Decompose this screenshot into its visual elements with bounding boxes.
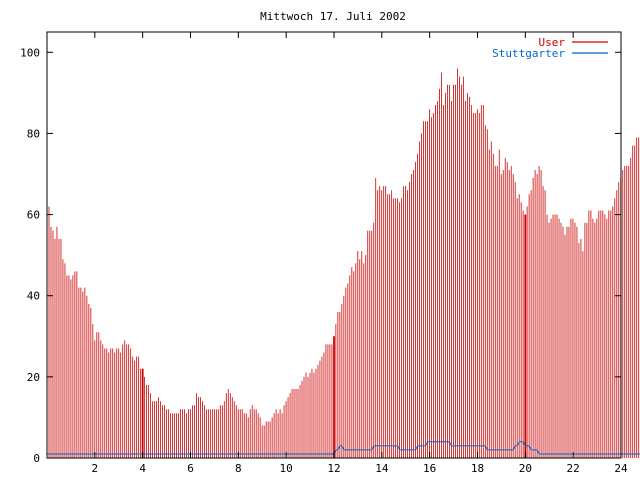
y-tick-label: 40 [27,290,40,303]
y-tick-label: 80 [27,127,40,140]
stuttgarter-series-line [47,441,640,455]
legend-stuttgarter-label: Stuttgarter [492,47,565,60]
x-tick-label: 10 [280,462,293,475]
y-axis: 0 20 40 60 80 100 [20,46,621,465]
x-tick-label: 8 [235,462,242,475]
x-tick-label: 18 [471,462,484,475]
x-tick-label: 20 [519,462,532,475]
y-tick-label: 100 [20,46,40,59]
x-tick-label: 22 [567,462,580,475]
user-series-bars [46,68,640,458]
x-axis: 2 4 6 8 10 12 14 16 18 20 22 24 [92,32,628,475]
x-tick-label: 16 [423,462,436,475]
x-tick-label: 2 [92,462,99,475]
y-tick-label: 20 [27,371,40,384]
legend: User Stuttgarter [492,36,608,60]
highlight-bars [141,214,527,458]
chart-title: Mittwoch 17. Juli 2002 [260,10,406,23]
y-tick-label: 60 [27,209,40,222]
x-tick-label: 14 [375,462,389,475]
x-tick-label: 6 [187,462,194,475]
y-tick-label: 0 [33,452,40,465]
legend-user-label: User [539,36,566,49]
x-tick-label: 12 [327,462,340,475]
x-tick-label: 24 [614,462,628,475]
x-tick-label: 4 [139,462,146,475]
